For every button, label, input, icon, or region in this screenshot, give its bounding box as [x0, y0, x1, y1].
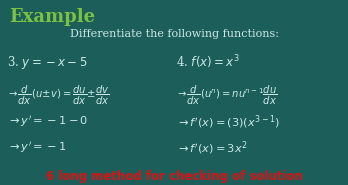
Text: $\rightarrow\!\dfrac{d}{dx}(u\!\pm\! v) = \dfrac{du}{dx}\!\pm\!\dfrac{dv}{dx}$: $\rightarrow\!\dfrac{d}{dx}(u\!\pm\! v) …	[7, 84, 110, 107]
Text: 3. $y = -x - 5$: 3. $y = -x - 5$	[7, 54, 87, 71]
Text: $\rightarrow y' = -1 - 0$: $\rightarrow y' = -1 - 0$	[7, 114, 88, 129]
Text: 6 long method for checking of solution: 6 long method for checking of solution	[46, 170, 302, 183]
Text: Differentiate the following functions:: Differentiate the following functions:	[70, 29, 278, 39]
Text: $\rightarrow f'(x) = (3)(x^{3-1})$: $\rightarrow f'(x) = (3)(x^{3-1})$	[176, 114, 280, 131]
Text: $\rightarrow f'(x) = 3x^{2}$: $\rightarrow f'(x) = 3x^{2}$	[176, 140, 247, 157]
Text: $\rightarrow\!\dfrac{d}{dx}(u^{n}) = nu^{n-1}\dfrac{du}{dx}$: $\rightarrow\!\dfrac{d}{dx}(u^{n}) = nu^…	[176, 84, 277, 107]
Text: 4. $f(x) = x^{3}$: 4. $f(x) = x^{3}$	[176, 54, 239, 71]
Text: $\rightarrow y' = -1$: $\rightarrow y' = -1$	[7, 140, 67, 155]
Text: Example: Example	[9, 8, 95, 26]
